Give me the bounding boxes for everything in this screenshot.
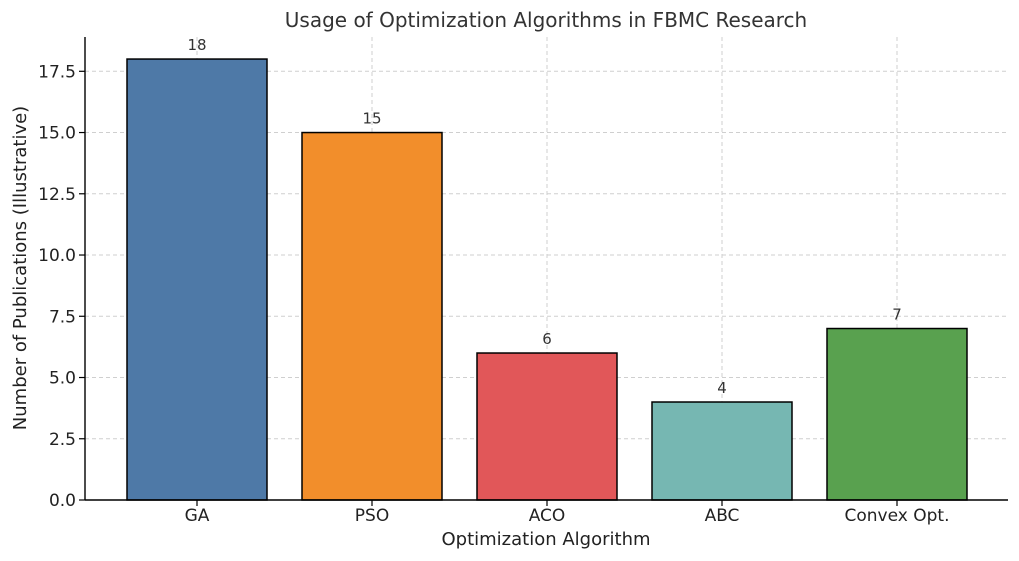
x-tick-label: GA bbox=[185, 506, 210, 526]
x-tick-label: ACO bbox=[529, 506, 566, 526]
y-tick-label: 2.5 bbox=[49, 430, 76, 450]
x-ticks: GA PSO ACO ABC Convex Opt. bbox=[185, 500, 950, 526]
y-ticks: 0.0 2.5 5.0 7.5 10.0 12.5 15.0 17.5 bbox=[38, 62, 85, 511]
y-tick-label: 10.0 bbox=[38, 246, 76, 266]
y-axis-label: Number of Publications (Illustrative) bbox=[10, 106, 31, 430]
x-tick-label: ABC bbox=[705, 506, 740, 526]
x-tick-label: Convex Opt. bbox=[845, 506, 950, 526]
data-label: 4 bbox=[717, 379, 727, 397]
data-label: 7 bbox=[892, 306, 902, 324]
bar-ga bbox=[126, 58, 268, 501]
bars bbox=[126, 58, 968, 501]
y-tick-label: 5.0 bbox=[49, 369, 76, 389]
y-tick-label: 15.0 bbox=[38, 124, 76, 144]
data-label: 18 bbox=[187, 36, 206, 54]
data-labels: 18 15 6 4 7 bbox=[187, 36, 901, 397]
y-tick-label: 7.5 bbox=[49, 307, 76, 327]
data-label: 15 bbox=[362, 110, 381, 128]
y-tick-label: 17.5 bbox=[38, 62, 76, 82]
chart-title: Usage of Optimization Algorithms in FBMC… bbox=[285, 8, 807, 32]
x-tick-label: PSO bbox=[355, 506, 389, 526]
bar-abc bbox=[651, 401, 793, 501]
y-tick-label: 0.0 bbox=[49, 491, 76, 511]
x-axis-label: Optimization Algorithm bbox=[441, 529, 650, 550]
bar-convex-opt bbox=[826, 327, 968, 501]
bar-aco bbox=[476, 352, 618, 501]
data-label: 6 bbox=[542, 330, 552, 348]
y-tick-label: 12.5 bbox=[38, 185, 76, 205]
bar-pso bbox=[301, 131, 443, 501]
